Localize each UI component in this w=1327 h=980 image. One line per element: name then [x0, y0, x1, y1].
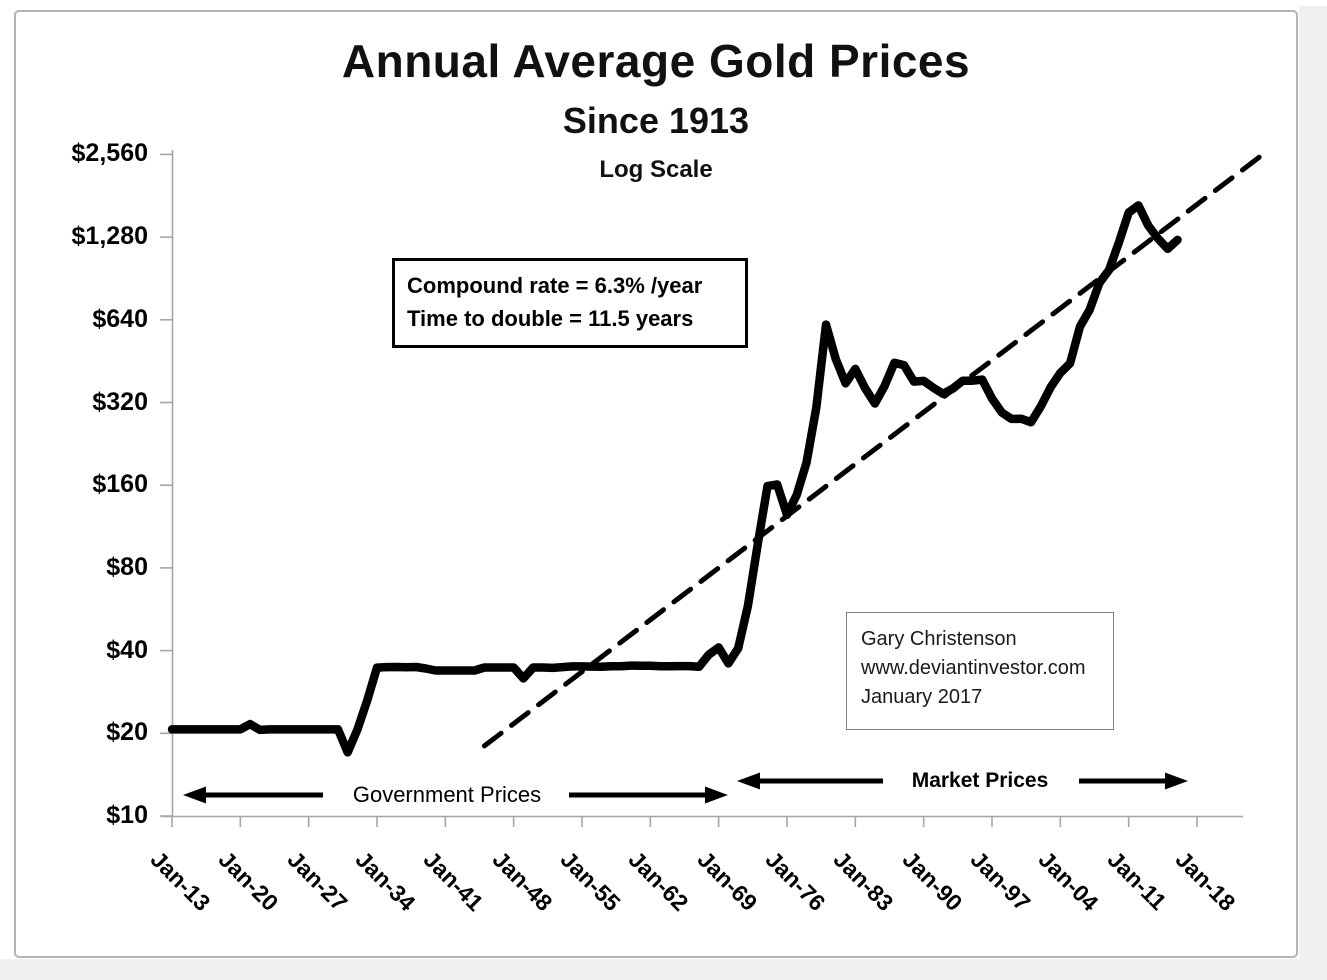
- log-scale-note: Log Scale: [599, 156, 713, 183]
- window-edge-bottom: [0, 959, 1327, 980]
- y-axis-tick-label: $640: [92, 304, 148, 333]
- y-axis-tick-label: $1,280: [71, 222, 148, 251]
- credit-date: January 2017: [861, 686, 983, 708]
- chart-title: Annual Average Gold Prices: [341, 35, 971, 87]
- y-axis-tick-label: $10: [106, 801, 148, 829]
- chart-panel-border: [14, 10, 1298, 958]
- compound-rate-annotation-box: Compound rate = 6.3% /year Time to doubl…: [392, 258, 748, 348]
- compound-growth-trend-line: [481, 150, 1268, 749]
- credit-author: Gary Christenson: [861, 628, 1017, 650]
- annual-average-gold-price-line: [167, 201, 1182, 757]
- y-axis-tick-label: $40: [106, 635, 148, 664]
- y-axis-tick-label: $2,560: [71, 139, 148, 168]
- government-prices-label: Government Prices: [346, 782, 548, 808]
- market-prices-arrow-head: [1165, 772, 1188, 790]
- chart-subtitle: Since 1913: [562, 100, 750, 141]
- compound-rate-line: Compound rate = 6.3% /year: [407, 273, 703, 298]
- y-axis-tick-label: $20: [106, 718, 148, 747]
- y-axis-tick-label: $320: [92, 387, 148, 416]
- government-prices-arrow-head: [705, 786, 728, 804]
- y-axis-tick-label: $160: [92, 470, 148, 499]
- window-edge-right: [1299, 6, 1327, 980]
- y-axis-tick-label: $80: [106, 552, 148, 581]
- credit-website: www.deviantinvestor.com: [861, 657, 1086, 679]
- government-prices-arrow-head: [183, 786, 206, 804]
- time-to-double-line: Time to double = 11.5 years: [407, 306, 694, 331]
- market-prices-label: Market Prices: [905, 769, 1055, 793]
- credit-annotation-box: Gary Christenson www.deviantinvestor.com…: [846, 612, 1114, 730]
- market-prices-arrow-head: [737, 772, 760, 790]
